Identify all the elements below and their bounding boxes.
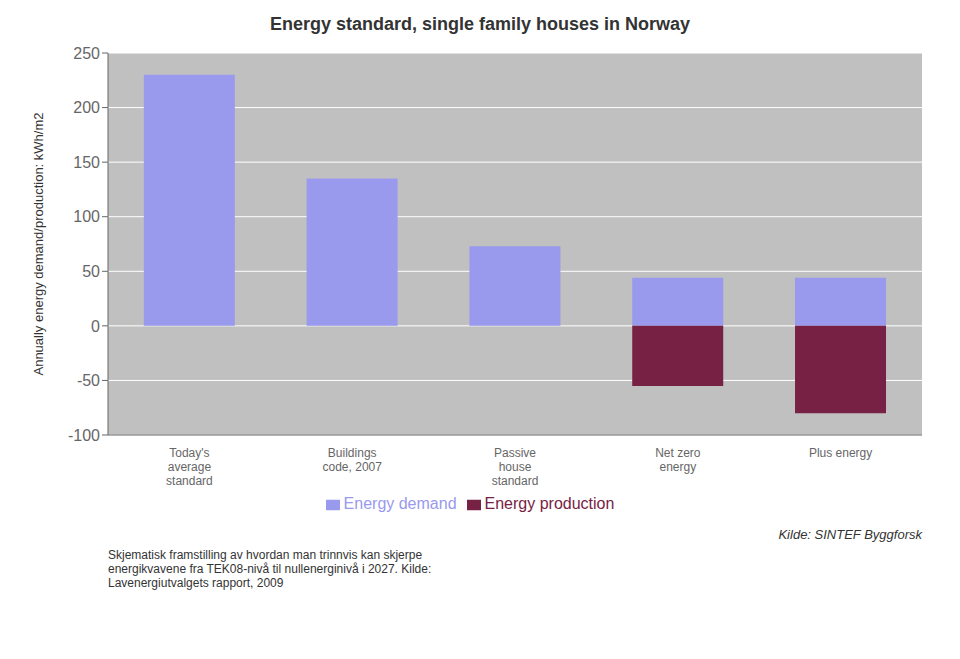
html-text:Skjematisk framstilling av hvo: Skjematisk framstilling av hvordan man t… xyxy=(108,548,432,590)
html-text:Energy demand: Energy demand xyxy=(343,495,457,512)
html-text:Energy production: Energy production xyxy=(484,495,615,512)
svg-text:100: 100 xyxy=(73,208,100,225)
svg-text:Annually energy demand/product: Annually energy demand/production: kWh/m… xyxy=(31,112,46,375)
svg-text:150: 150 xyxy=(73,154,100,171)
svg-text:200: 200 xyxy=(73,99,100,116)
svg-text:Today'saveragestandard: Today'saveragestandard xyxy=(166,446,213,488)
svg-text:Buildingscode, 2007: Buildingscode, 2007 xyxy=(323,446,383,474)
svg-text:Net zeroenergy: Net zeroenergy xyxy=(655,446,701,474)
svg-text:-100: -100 xyxy=(68,427,100,444)
svg-text:250: 250 xyxy=(73,45,100,62)
svg-text:0: 0 xyxy=(91,318,100,335)
svg-text:-50: -50 xyxy=(77,372,100,389)
html-text:Kilde: SINTEF Byggforsk: Kilde: SINTEF Byggforsk xyxy=(778,527,922,542)
svg-text:Passivehousestandard: Passivehousestandard xyxy=(492,446,539,488)
svg-text:50: 50 xyxy=(82,263,100,280)
html-text:Energy standard, single family: Energy standard, single family houses in… xyxy=(269,14,691,34)
svg-text:Plus energy: Plus energy xyxy=(809,446,872,460)
